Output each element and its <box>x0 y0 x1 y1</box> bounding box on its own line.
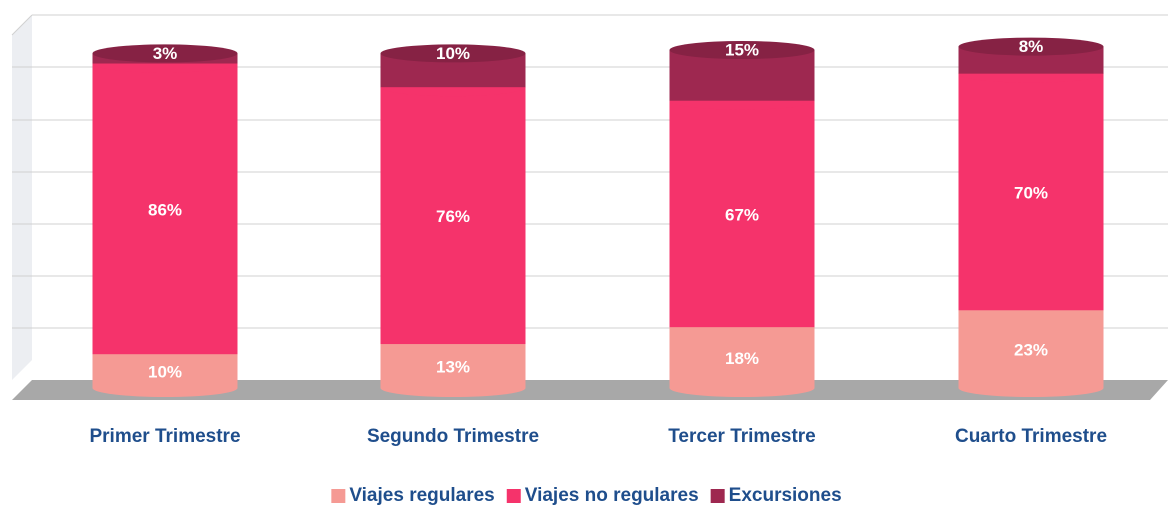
segment-top <box>92 44 238 63</box>
legend-swatch <box>506 489 521 503</box>
value-label: 15% <box>725 40 759 59</box>
value-label: 8% <box>1019 37 1044 56</box>
bar-segment <box>380 87 526 345</box>
value-label: 13% <box>436 358 470 377</box>
value-label: 10% <box>436 44 470 63</box>
value-label: 18% <box>725 349 759 368</box>
floor <box>12 380 1168 400</box>
segment-top <box>958 37 1104 56</box>
x-tick-label: Tercer Trimestre <box>668 426 816 447</box>
value-label: 86% <box>148 200 182 219</box>
legend-label: Viajes regulares <box>349 485 494 506</box>
bar-segment <box>958 73 1104 311</box>
value-label: 3% <box>153 44 178 63</box>
legend-label: Excursiones <box>729 485 842 506</box>
value-label: 67% <box>725 205 759 224</box>
value-label: 10% <box>148 363 182 382</box>
x-tick-label: Segundo Trimestre <box>367 426 539 447</box>
bar-segment <box>958 310 1104 388</box>
value-label: 23% <box>1014 341 1048 360</box>
segment-top <box>669 41 815 59</box>
legend-swatch <box>331 489 346 503</box>
legend-swatch <box>710 489 725 503</box>
legend-label: Viajes no regulares <box>525 485 699 506</box>
x-tick-label: Cuarto Trimestre <box>955 426 1107 447</box>
bar-segment <box>669 327 815 388</box>
grid-line <box>11 14 33 36</box>
x-tick-label: Primer Trimestre <box>89 426 240 447</box>
side-wall <box>12 15 32 380</box>
bar-segment <box>669 100 815 328</box>
value-label: 76% <box>436 207 470 226</box>
segment-top <box>380 44 526 63</box>
value-label: 70% <box>1014 183 1048 202</box>
bar-segment <box>92 63 238 355</box>
